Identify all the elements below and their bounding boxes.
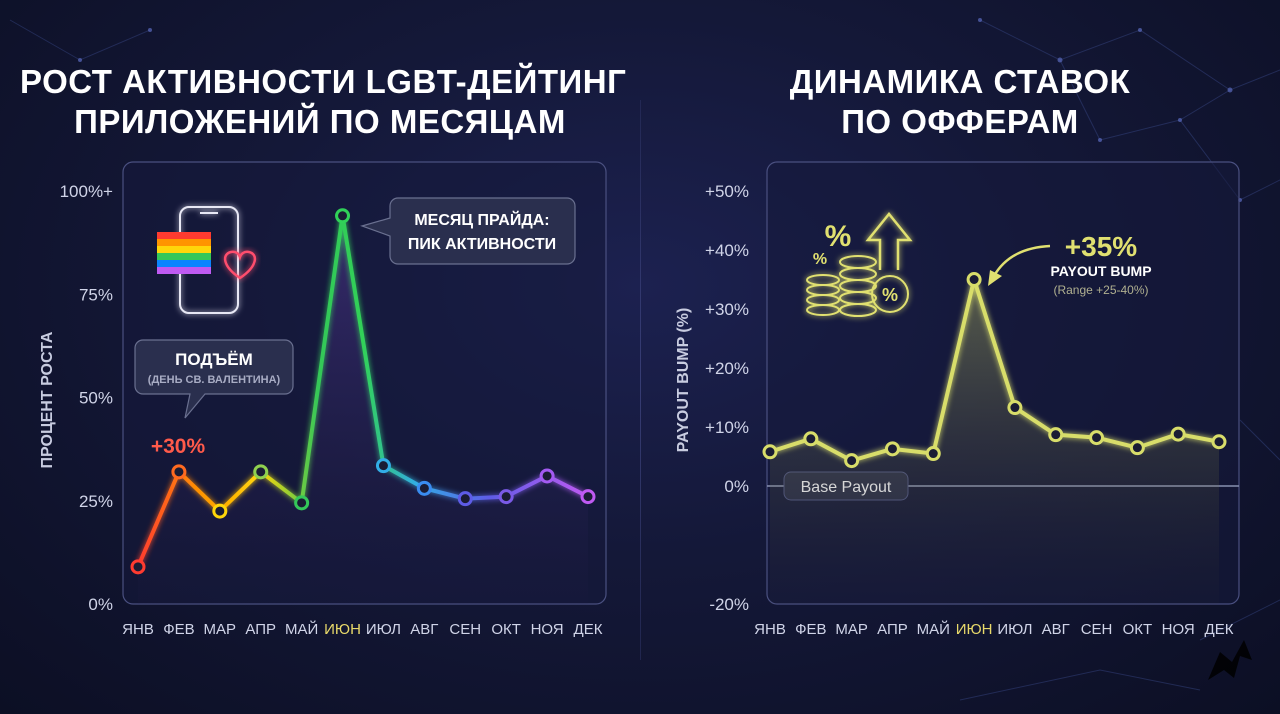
x-tick-label: ОКТ: [491, 621, 521, 638]
data-point: [925, 446, 941, 462]
right-line-chart: -20% 0% +10% +20% +30% +40% +50% ЯНВ ФЕВ МАР АПР МА…: [705, 182, 1239, 638]
x-tick-label: СЕН: [449, 621, 481, 638]
x-tick-label: ДЕК: [1205, 621, 1234, 638]
x-tick-label: ФЕВ: [795, 621, 826, 638]
x-tick-label: МАЙ: [917, 620, 950, 638]
x-tick-label: ИЮЛ: [997, 621, 1032, 638]
heart-icon: [223, 250, 257, 280]
x-tick-label: ФЕВ: [163, 621, 194, 638]
pride-callout-line1: МЕСЯЦ ПРАЙДА:: [414, 210, 549, 229]
y-tick-label: 0%: [88, 595, 113, 614]
data-point: [335, 208, 351, 224]
rise-value-label: +30%: [151, 435, 206, 458]
rise-callout-subtitle: (ДЕНЬ СВ. ВАЛЕНТИНА): [148, 374, 281, 386]
series-area-fill: [770, 279, 1219, 604]
y-tick-label: +50%: [705, 182, 749, 201]
rainbow-flag-icon: [157, 232, 211, 274]
x-tick-label: МАР: [204, 621, 237, 638]
data-point: [803, 431, 819, 447]
x-tick-label: ЯНВ: [122, 621, 154, 638]
left-ylabel: ПРОЦЕНТ РОСТА: [39, 331, 56, 468]
arrow-up-icon: [865, 212, 913, 270]
panel-divider: [640, 100, 641, 660]
series-line: [136, 213, 589, 568]
y-tick-label: +20%: [705, 359, 749, 378]
peak-pointer-arrowhead: [988, 270, 1002, 286]
coins-stack-icon: [806, 255, 909, 317]
data-point: [884, 441, 900, 457]
x-tick-label: ДЕК: [574, 621, 603, 638]
data-point: [130, 559, 146, 575]
y-tick-label: 25%: [79, 492, 113, 511]
data-point: [253, 464, 269, 480]
data-point: [844, 453, 860, 469]
y-tick-label: 0%: [724, 477, 749, 496]
peak-range-label: (Range +25-40%): [1053, 283, 1148, 297]
left-title-line1: РОСТ АКТИВНОСТИ LGBT-ДЕЙТИНГ: [20, 63, 627, 100]
rise-callout-title: ПОДЪЁМ: [175, 350, 253, 369]
percent-icon-big: %: [825, 220, 852, 253]
x-tick-label: ИЮН: [956, 621, 993, 638]
y-tick-label: +40%: [705, 241, 749, 260]
y-tick-label: +30%: [705, 300, 749, 319]
data-point: [539, 468, 555, 484]
data-point: [457, 491, 473, 507]
x-tick-label: ОКТ: [1123, 621, 1153, 638]
y-tick-label: 50%: [79, 389, 113, 408]
peak-value-label: +35%: [1065, 231, 1137, 262]
x-tick-label: НОЯ: [1162, 621, 1195, 638]
y-tick-label: 100%+: [60, 182, 113, 201]
x-tick-label: АПР: [877, 621, 908, 638]
peak-pointer-arrow: [992, 244, 1051, 277]
data-point: [1007, 400, 1023, 416]
x-tick-label: МАЙ: [285, 620, 318, 638]
data-point: [375, 458, 391, 474]
x-tick-label: АВГ: [1042, 621, 1070, 638]
peak-title-label: PAYOUT BUMP: [1050, 263, 1151, 279]
data-point: [1048, 427, 1064, 443]
y-tick-label: +10%: [705, 418, 749, 437]
data-point: [1089, 430, 1105, 446]
rise-callout: ПОДЪЁМ (ДЕНЬ СВ. ВАЛЕНТИНА): [134, 339, 294, 419]
right-title-line2: ПО ОФФЕРАМ: [841, 103, 1079, 140]
x-tick-label: НОЯ: [531, 621, 564, 638]
data-point: [294, 495, 310, 511]
left-line-chart: 0% 25% 50% 75% 100%+ ЯНВ ФЕВ МАР АПР МАЙ ИЮН ИЮЛ АВГ…: [60, 182, 603, 638]
right-chart-title: ДИНАМИКА СТАВОК ПО ОФФЕРАМ: [660, 62, 1260, 142]
data-point: [416, 480, 432, 496]
y-tick-label: 75%: [79, 285, 113, 304]
x-tick-label: ЯНВ: [754, 621, 786, 638]
data-point: [1211, 434, 1227, 450]
data-point: [498, 489, 514, 505]
x-tick-label: АВГ: [410, 621, 438, 638]
data-point: [1170, 426, 1186, 442]
x-tick-label: АПР: [245, 621, 276, 638]
data-point: [1129, 440, 1145, 456]
data-point: [966, 272, 982, 287]
pride-callout: МЕСЯЦ ПРАЙДА: ПИК АКТИВНОСТИ: [360, 197, 576, 265]
data-point: [580, 489, 596, 505]
right-ylabel: PAYOUT BUMP (%): [675, 308, 692, 453]
y-tick-label: -20%: [709, 595, 749, 614]
data-point: [212, 503, 228, 519]
x-tick-label: ИЮН: [324, 621, 361, 638]
coin-percent-label: %: [882, 285, 898, 305]
left-title-line2: ПРИЛОЖЕНИЙ ПО МЕСЯЦАМ: [74, 103, 566, 140]
right-title-line1: ДИНАМИКА СТАВОК: [789, 63, 1131, 100]
data-point: [171, 464, 187, 480]
x-tick-label: СЕН: [1081, 621, 1113, 638]
left-chart-title: РОСТ АКТИВНОСТИ LGBT-ДЕЙТИНГ ПРИЛОЖЕНИЙ …: [20, 62, 627, 142]
x-tick-label: ИЮЛ: [366, 621, 401, 638]
series-area-fill: [138, 215, 588, 604]
pride-callout-line2: ПИК АКТИВНОСТИ: [408, 236, 556, 253]
data-point: [762, 444, 778, 460]
x-tick-label: МАР: [835, 621, 868, 638]
logo-icon: [1208, 640, 1252, 680]
percent-icon-small: %: [813, 251, 827, 268]
